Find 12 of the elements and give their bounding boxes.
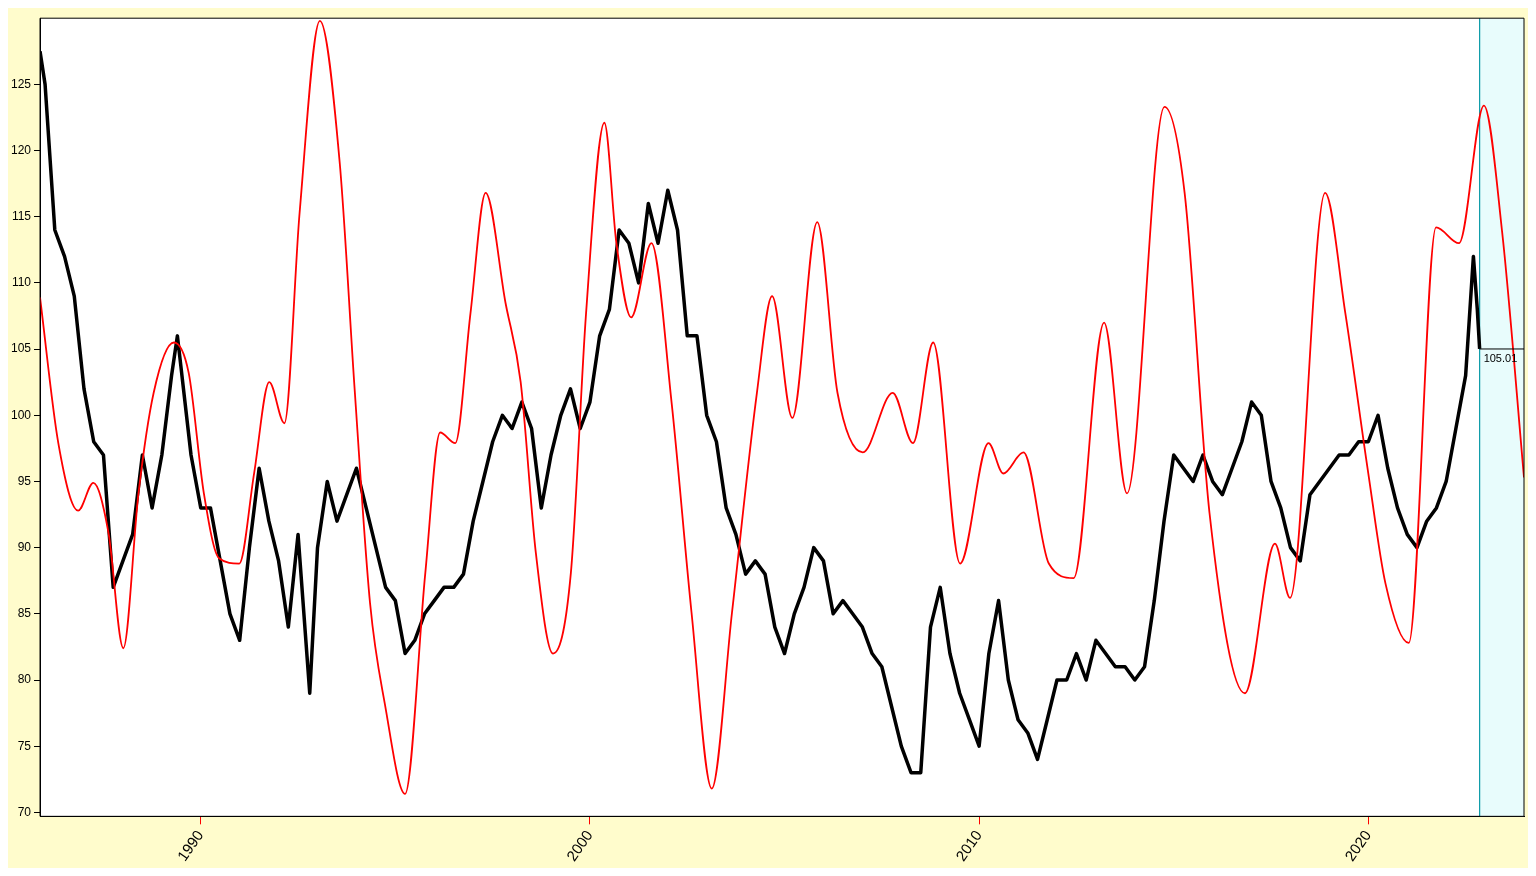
y-tick-label: 85 [17, 606, 32, 621]
y-tick-label: 90 [17, 539, 32, 554]
y-tick-label: 70 [17, 804, 32, 819]
y-tick-label: 110 [11, 275, 32, 290]
y-tick-label: 125 [10, 76, 32, 91]
y-tick-label: 100 [10, 407, 32, 422]
y-tick-label: 115 [11, 209, 32, 224]
y-tick-label: 95 [17, 473, 32, 488]
y-tick-label: 105 [10, 341, 32, 356]
y-tick-label: 80 [17, 672, 32, 687]
y-tick-label: 75 [17, 738, 32, 753]
y-tick-label: 120 [10, 142, 32, 157]
